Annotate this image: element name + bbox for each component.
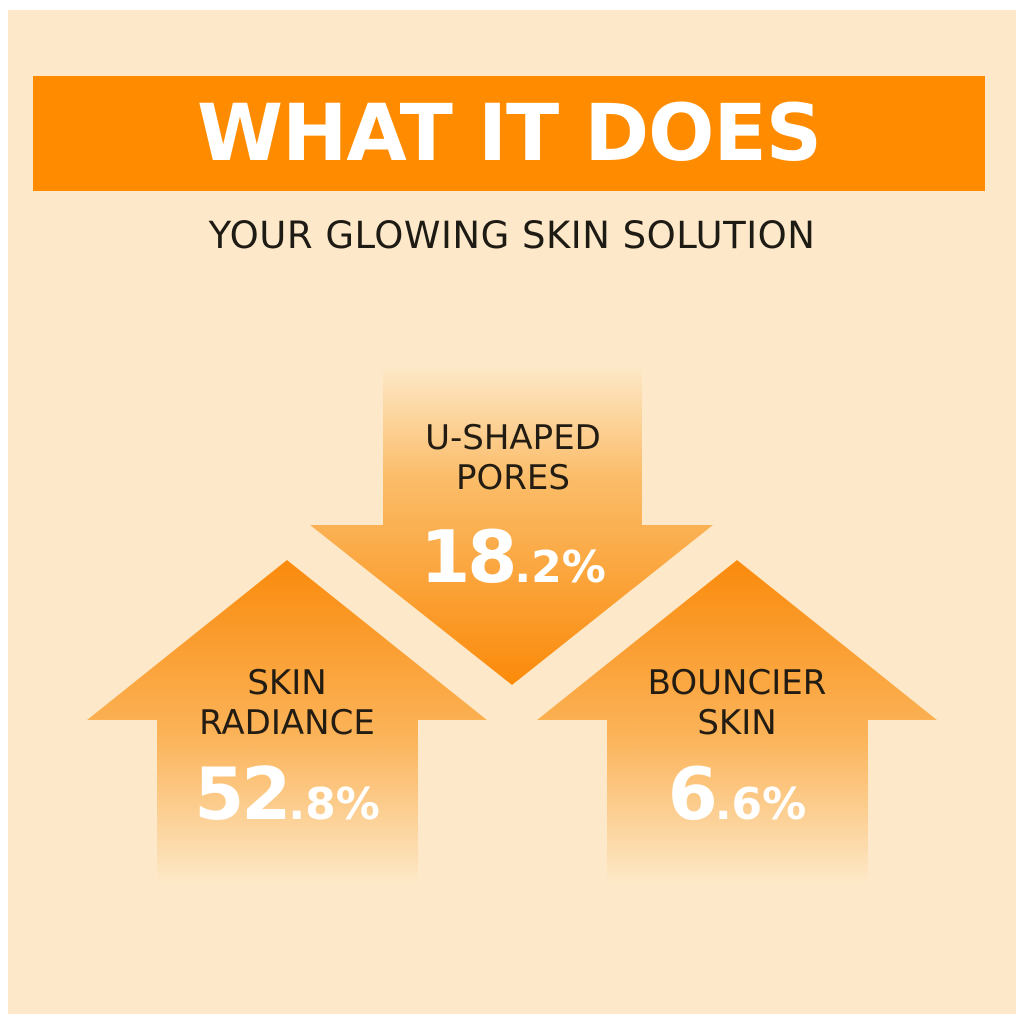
label-line: SKIN: [697, 703, 777, 743]
value-int: 52: [194, 752, 291, 836]
stat-label: BOUNCIER SKIN: [587, 663, 887, 743]
stat-label: U-SHAPED PORES: [363, 418, 663, 498]
stat-value: 52.8%: [137, 752, 437, 836]
page-title: WHAT IT DOES: [197, 88, 822, 179]
stat-value: 18.2%: [363, 515, 663, 599]
label-line: BOUNCIER: [647, 663, 827, 703]
label-line: SKIN: [247, 663, 327, 703]
value-int: 18: [420, 515, 517, 599]
label-line: PORES: [456, 458, 570, 498]
stat-value: 6.6%: [587, 752, 887, 836]
value-dec: .6%: [714, 779, 807, 830]
stat-label: SKIN RADIANCE: [137, 663, 437, 743]
label-line: RADIANCE: [199, 703, 375, 743]
label-line: U-SHAPED: [425, 418, 601, 458]
value-dec: .8%: [288, 779, 380, 830]
title-banner: WHAT IT DOES: [33, 76, 985, 191]
arrow-up-icon: [87, 560, 487, 885]
arrow-up-icon: [537, 560, 937, 885]
arrow-down-icon: [310, 365, 713, 685]
value-dec: .2%: [514, 542, 606, 593]
value-int: 6: [667, 752, 718, 836]
subtitle: YOUR GLOWING SKIN SOLUTION: [208, 214, 816, 257]
